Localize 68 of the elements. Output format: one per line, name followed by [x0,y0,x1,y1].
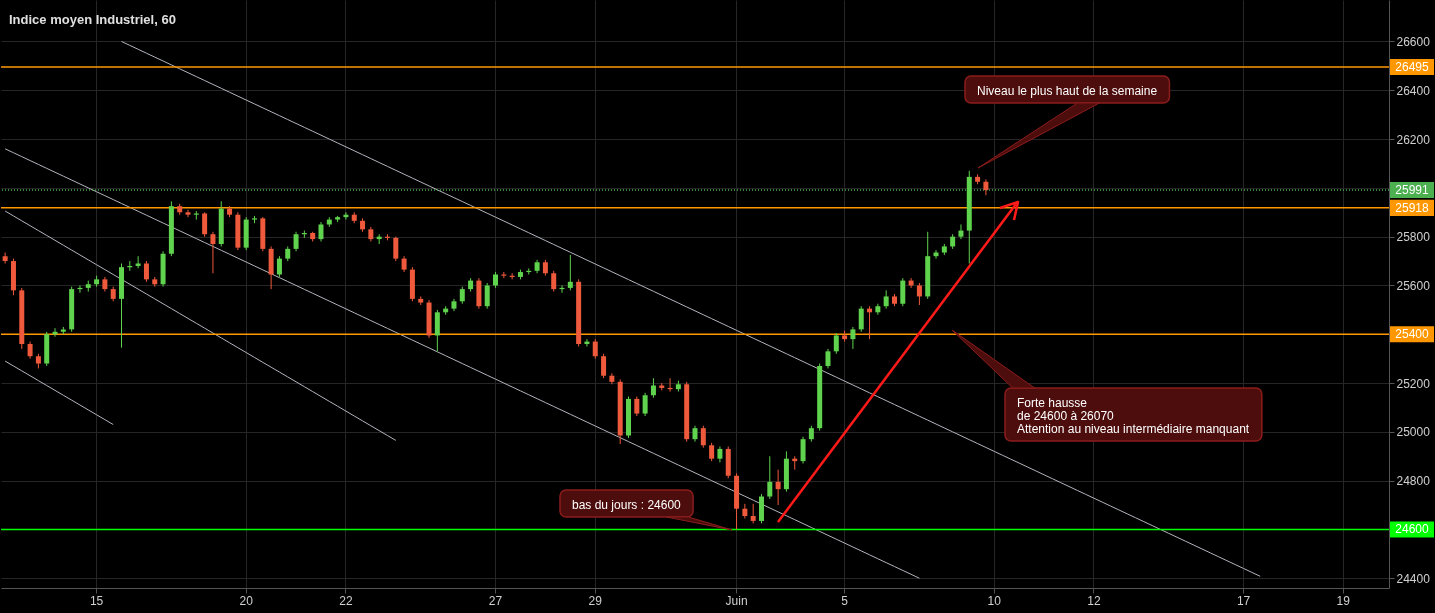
candlestick [958,223,964,240]
candlestick [642,392,648,417]
candlestick [916,282,922,306]
x-tick-label: 29 [588,593,603,608]
candlestick [393,236,399,262]
candlestick [883,289,889,310]
candlestick [551,270,557,293]
candlestick [202,211,208,238]
y-tick-label: 25200 [1396,376,1431,391]
y-tick-label: 24400 [1396,571,1431,586]
candlestick [185,209,191,218]
candlestick [875,303,881,316]
ref-line-label: 25400 [1395,327,1430,342]
candlestick [601,353,607,379]
candlestick [850,326,856,350]
candlestick [858,305,864,333]
y-tick-label: 25000 [1396,425,1431,440]
ref-line-label: 26495 [1395,60,1430,75]
ref-line-label: 25991 [1395,183,1430,198]
candlestick [800,436,806,465]
candlestick [825,348,831,369]
candlestick [293,231,299,252]
y-tick-label: 26400 [1396,83,1431,98]
y-tick-label: 24800 [1396,474,1431,489]
candlestick [833,332,839,355]
text: Indice moyen Industriel, 60 [9,12,176,27]
candlestick [650,377,656,399]
y-tick-label: 26200 [1396,132,1431,147]
annotation: Niveau le plus haut de la semaine [977,84,1158,98]
x-tick-label: 20 [239,593,254,608]
line-series [4,148,920,579]
candlestick [900,277,906,307]
candlestick [318,221,324,243]
x-tick-label: 10 [987,593,1002,608]
candlestick [750,503,756,524]
candlestick [709,442,715,462]
x-tick-label: 17 [1236,593,1251,608]
candlestick [276,255,282,278]
candlestick [609,372,615,385]
x-tick-label: 15 [89,593,104,608]
ref-line-label: 25918 [1395,200,1430,215]
candlestick [592,338,598,360]
candlestick [742,503,748,519]
candlestick [700,425,706,449]
candlestick [767,455,773,500]
y-tick-label: 25800 [1396,230,1431,245]
candlestick [434,309,440,352]
annotation: Forte hausse de 24600 à 26070 Attention au niveau intermédiaire manquant [1017,396,1250,436]
candlestick [143,260,149,283]
x-tick-label: 5 [841,593,849,608]
annotation: bas du jours : 24600 [572,498,682,512]
x-tick-label: 19 [1336,593,1351,608]
candlestick [484,282,490,310]
line-series [121,40,1261,577]
line-series [4,210,397,441]
candlestick [634,395,640,417]
candlestick [567,254,573,291]
x-tick-label: 22 [339,593,353,608]
x-tick-label: 12 [1087,593,1101,608]
x-tick-label: 27 [488,593,503,608]
candlestick [983,178,989,196]
line-series [4,360,114,426]
y-tick-label: 25600 [1396,278,1431,293]
x-tick-label: Juin [725,593,748,608]
candlestick [775,469,781,506]
candlestick [210,231,216,274]
ref-line-label: 24600 [1395,522,1430,537]
y-tick-label: 26600 [1396,34,1431,49]
